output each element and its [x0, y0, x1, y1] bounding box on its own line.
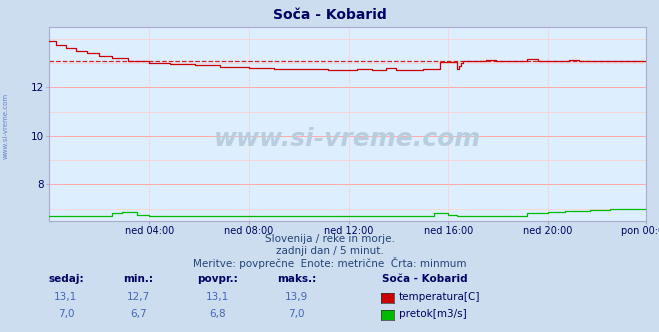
- Text: sedaj:: sedaj:: [48, 274, 84, 284]
- Text: 7,0: 7,0: [288, 309, 305, 319]
- Text: pretok[m3/s]: pretok[m3/s]: [399, 309, 467, 319]
- Text: Soča - Kobarid: Soča - Kobarid: [273, 8, 386, 22]
- Text: 13,9: 13,9: [285, 292, 308, 302]
- Text: 6,8: 6,8: [209, 309, 226, 319]
- Text: 7,0: 7,0: [57, 309, 74, 319]
- Text: www.si-vreme.com: www.si-vreme.com: [214, 127, 481, 151]
- Text: 13,1: 13,1: [206, 292, 229, 302]
- Text: 13,1: 13,1: [54, 292, 78, 302]
- Text: www.si-vreme.com: www.si-vreme.com: [2, 93, 9, 159]
- Text: 6,7: 6,7: [130, 309, 147, 319]
- Text: temperatura[C]: temperatura[C]: [399, 292, 480, 302]
- Text: Slovenija / reke in morje.: Slovenija / reke in morje.: [264, 234, 395, 244]
- Text: povpr.:: povpr.:: [197, 274, 238, 284]
- Text: Soča - Kobarid: Soča - Kobarid: [382, 274, 468, 284]
- Text: zadnji dan / 5 minut.: zadnji dan / 5 minut.: [275, 246, 384, 256]
- Text: maks.:: maks.:: [277, 274, 316, 284]
- Text: min.:: min.:: [123, 274, 154, 284]
- Text: Meritve: povprečne  Enote: metrične  Črta: minmum: Meritve: povprečne Enote: metrične Črta:…: [192, 257, 467, 269]
- Text: 12,7: 12,7: [127, 292, 150, 302]
